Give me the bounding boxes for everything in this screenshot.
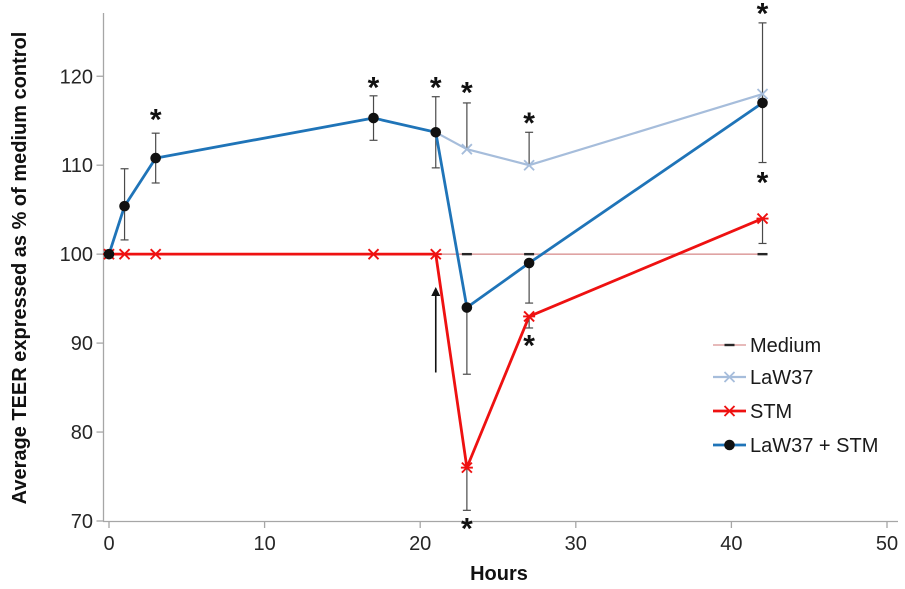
y-axis-title: Average TEER expressed as % of medium co… bbox=[9, 31, 31, 505]
x-tick-label: 40 bbox=[720, 533, 742, 555]
legend-label-stm: STM bbox=[750, 401, 792, 423]
x-axis-title: Hours bbox=[470, 563, 528, 585]
legend-label-law37: LaW37 bbox=[750, 367, 813, 389]
x-tick-label: 0 bbox=[103, 533, 114, 555]
significance-asterisk: * bbox=[757, 167, 769, 200]
significance-asterisk: * bbox=[150, 103, 162, 136]
x-tick-label: 10 bbox=[253, 533, 275, 555]
legend-label-medium: Medium bbox=[750, 335, 821, 357]
axes: 0 10 20 30 40 50 70 80 90 100 110 120 bbox=[60, 13, 898, 555]
y-tick-label: 70 bbox=[71, 511, 93, 533]
annotations: * * * * * * * * * bbox=[150, 0, 769, 546]
significance-asterisk: * bbox=[461, 513, 473, 546]
legend: Medium LaW37 STM LaW37 + STM bbox=[713, 335, 878, 457]
x-tick-label: 50 bbox=[876, 533, 898, 555]
y-tick-label: 90 bbox=[71, 333, 93, 355]
significance-asterisk: * bbox=[523, 329, 535, 362]
y-tick-label: 100 bbox=[60, 244, 93, 266]
legend-label-law37-stm: LaW37 + STM bbox=[750, 435, 878, 457]
x-tick-label: 20 bbox=[409, 533, 431, 555]
y-tick-label: 120 bbox=[60, 66, 93, 88]
significance-asterisk: * bbox=[523, 107, 535, 140]
significance-asterisk: * bbox=[461, 77, 473, 110]
y-tick-label: 110 bbox=[61, 155, 93, 177]
error-bars bbox=[120, 22, 767, 511]
legend-item-law37: LaW37 bbox=[713, 367, 813, 389]
significance-asterisk: * bbox=[368, 71, 380, 104]
legend-item-stm: STM bbox=[713, 401, 792, 423]
y-tick-label: 80 bbox=[71, 422, 93, 444]
significance-asterisk: * bbox=[757, 0, 769, 31]
series-law37-stm bbox=[103, 97, 768, 313]
legend-item-law37-stm: LaW37 + STM bbox=[713, 435, 878, 457]
x-tick-label: 30 bbox=[565, 533, 587, 555]
significance-asterisk: * bbox=[430, 71, 442, 104]
series-law37 bbox=[435, 88, 769, 171]
series-stm bbox=[103, 212, 769, 474]
legend-item-medium: Medium bbox=[713, 335, 821, 357]
